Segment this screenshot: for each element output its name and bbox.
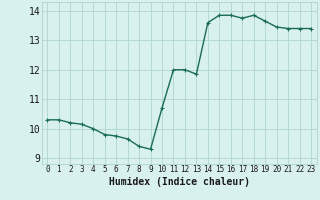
X-axis label: Humidex (Indice chaleur): Humidex (Indice chaleur) <box>109 177 250 187</box>
